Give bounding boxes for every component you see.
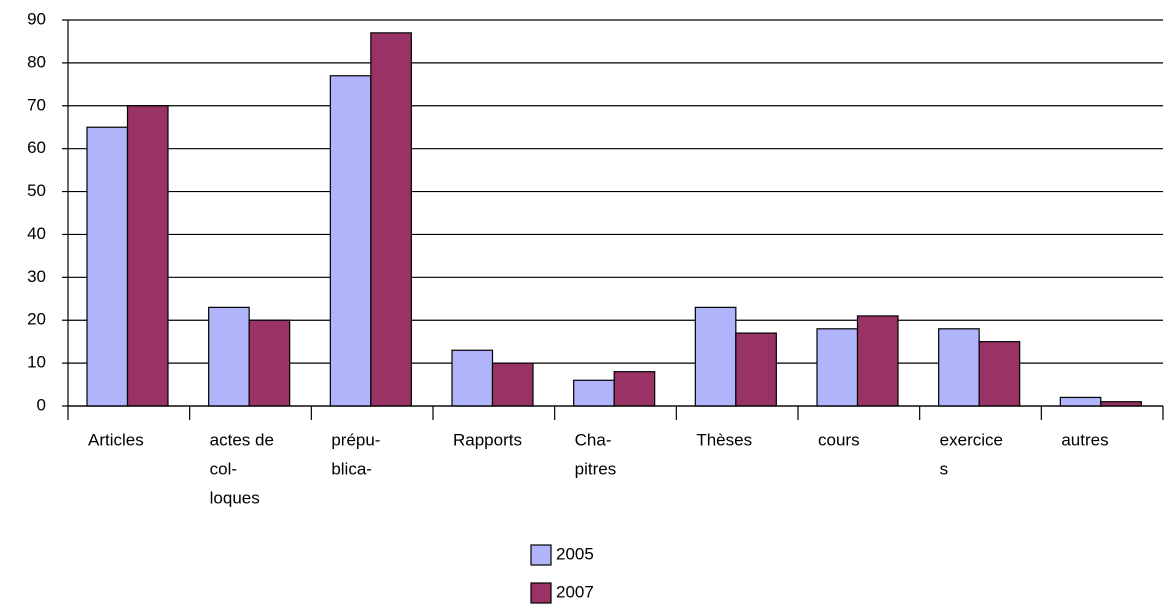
bar [491, 362, 534, 407]
x-tick-label: blica- [331, 459, 372, 478]
bar [370, 32, 412, 407]
bar [329, 75, 372, 407]
bar [694, 306, 737, 407]
x-tick-label: Cha- [575, 430, 612, 449]
bar [816, 328, 859, 407]
y-tick-label: 30 [27, 267, 46, 286]
x-tick-label: autres [1061, 430, 1108, 449]
y-tick-label: 60 [27, 138, 46, 157]
y-tick-label: 0 [37, 395, 46, 414]
bar [208, 306, 250, 407]
bar [451, 349, 494, 407]
bar [248, 319, 291, 407]
x-tick-label: s [940, 459, 949, 478]
bar [938, 328, 980, 407]
x-tick-label: loques [210, 488, 260, 507]
legend-swatch [530, 582, 552, 604]
x-tick-label: exercice [940, 430, 1003, 449]
bar [573, 379, 615, 407]
bar [126, 105, 169, 407]
y-tick-label: 80 [27, 52, 46, 71]
x-tick-label: actes de [210, 430, 274, 449]
x-tick-label: Thèses [696, 430, 752, 449]
y-tick-label: 90 [27, 9, 46, 28]
legend-swatch [530, 544, 552, 566]
bar [978, 341, 1021, 407]
legend-label: 2005 [556, 544, 594, 563]
legend-label: 2007 [556, 582, 594, 601]
x-tick-label: col- [210, 459, 237, 478]
y-tick-label: 50 [27, 181, 46, 200]
y-tick-label: 20 [27, 310, 46, 329]
x-tick-label: pitres [575, 459, 617, 478]
y-tick-label: 40 [27, 224, 46, 243]
x-tick-label: cours [818, 430, 860, 449]
bar [735, 332, 777, 407]
y-tick-label: 10 [27, 353, 46, 372]
x-tick-label: prépu- [331, 430, 380, 449]
x-tick-label: Rapports [453, 430, 522, 449]
y-tick-label: 70 [27, 95, 46, 114]
bar [613, 371, 656, 407]
bar [86, 126, 129, 407]
bar [1059, 396, 1102, 407]
x-tick-label: Articles [88, 430, 144, 449]
bar [856, 315, 899, 407]
bar [1100, 401, 1142, 407]
